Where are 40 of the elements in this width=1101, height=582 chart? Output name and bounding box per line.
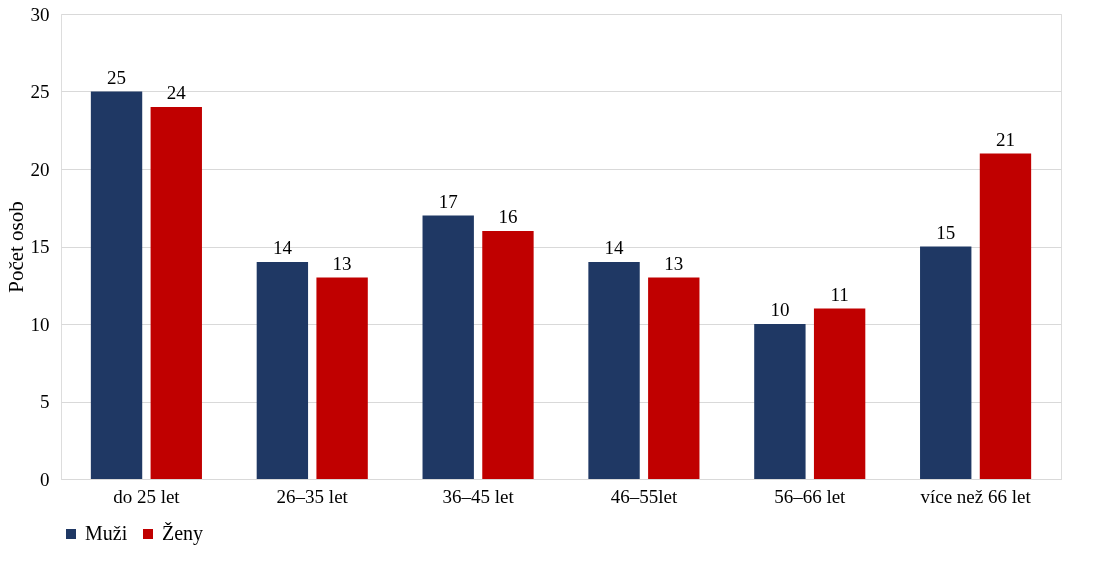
bar — [754, 324, 806, 479]
y-tick-label: 0 — [40, 468, 50, 490]
data-label: 15 — [936, 221, 956, 243]
legend-label: Ženy — [162, 522, 204, 545]
y-tick-label: 10 — [30, 313, 50, 335]
y-tick-label: 30 — [30, 3, 50, 25]
bar — [256, 262, 309, 479]
data-label: 10 — [770, 299, 790, 320]
data-label: 13 — [664, 252, 684, 274]
data-label: 24 — [166, 82, 187, 103]
bar — [150, 107, 202, 479]
x-tick-label: více než 66 let — [920, 485, 1032, 507]
data-label: 16 — [498, 206, 518, 227]
y-tick-label: 25 — [30, 81, 50, 102]
data-label: 21 — [995, 128, 1015, 150]
x-tick-label: do 25 let — [113, 485, 181, 507]
bar — [588, 262, 640, 479]
y-axis-title: Počet osob — [3, 201, 28, 293]
x-tick-label: 46–55let — [610, 485, 678, 507]
bar — [316, 277, 368, 479]
bar — [422, 215, 474, 479]
data-label: 13 — [332, 252, 352, 274]
legend-label: Muži — [85, 522, 128, 544]
bar — [90, 91, 143, 479]
data-label: 14 — [604, 237, 625, 258]
x-tick-label: 56–66 let — [774, 485, 847, 507]
x-tick-label: 36–45 let — [442, 485, 515, 507]
y-tick-label: 20 — [30, 158, 50, 180]
x-tick-label: 26–35 let — [276, 485, 349, 507]
bar — [979, 153, 1032, 479]
bar — [813, 308, 866, 479]
data-label: 17 — [438, 190, 458, 212]
y-tick-label: 5 — [40, 391, 50, 412]
data-label: 25 — [107, 66, 127, 88]
bar — [920, 246, 972, 479]
bar — [648, 277, 700, 479]
bar — [482, 231, 534, 479]
data-label: 14 — [272, 237, 293, 258]
y-tick-label: 15 — [30, 236, 50, 257]
data-label: 11 — [830, 283, 849, 305]
